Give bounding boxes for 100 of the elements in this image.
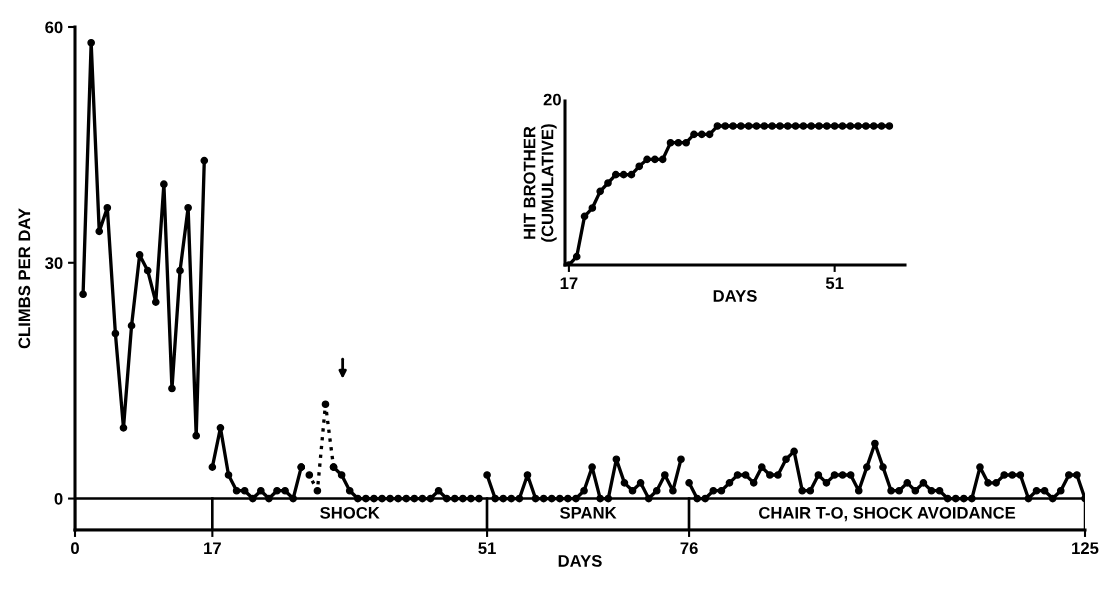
point <box>539 494 548 503</box>
point <box>791 122 800 130</box>
point <box>572 252 581 261</box>
x-tick-label: 51 <box>478 542 496 555</box>
point <box>749 479 758 487</box>
point <box>1056 486 1065 495</box>
point <box>863 463 871 471</box>
point <box>442 494 451 503</box>
point <box>176 266 184 275</box>
point <box>612 455 621 464</box>
point <box>224 471 233 479</box>
point <box>434 486 443 495</box>
x-tick-label: 17 <box>560 277 578 289</box>
point <box>515 494 524 503</box>
point <box>798 486 807 495</box>
point <box>273 486 281 495</box>
point <box>143 266 152 275</box>
point <box>652 486 661 495</box>
point <box>572 494 580 503</box>
point <box>507 494 516 503</box>
point <box>305 471 314 479</box>
point <box>721 122 730 130</box>
point <box>402 494 411 503</box>
point <box>394 494 403 503</box>
point <box>869 122 878 130</box>
point <box>830 122 839 130</box>
point <box>111 329 120 338</box>
point <box>976 463 984 471</box>
x-tick-label: 17 <box>204 542 221 554</box>
point <box>370 494 378 503</box>
point <box>799 122 808 130</box>
point <box>168 384 176 393</box>
point <box>418 494 427 503</box>
y-axis-title: HIT BROTHER (CUMULATIVE) <box>523 124 557 242</box>
point <box>741 471 750 479</box>
point <box>200 156 209 165</box>
point <box>806 486 815 495</box>
point <box>951 494 960 503</box>
band-label: SHOCK <box>320 506 380 519</box>
point <box>790 447 798 456</box>
point <box>1024 494 1033 503</box>
point <box>661 471 669 479</box>
point <box>943 494 952 503</box>
point <box>815 122 823 130</box>
point <box>208 463 217 471</box>
point <box>903 479 912 487</box>
y-tick-label: 60 <box>45 21 63 34</box>
point <box>1073 471 1081 479</box>
point <box>475 494 483 503</box>
point <box>281 486 289 495</box>
point <box>814 471 823 479</box>
point <box>744 122 753 130</box>
point <box>87 38 95 47</box>
point <box>604 494 613 503</box>
point <box>450 494 459 503</box>
point <box>737 122 745 130</box>
point <box>531 494 540 503</box>
point <box>776 122 784 130</box>
point <box>1032 486 1041 495</box>
point <box>483 471 491 479</box>
point <box>846 122 855 130</box>
point <box>725 479 734 487</box>
point <box>410 494 419 503</box>
point <box>1000 471 1009 479</box>
point <box>635 162 644 171</box>
point <box>362 494 370 503</box>
point <box>1016 471 1025 479</box>
point <box>119 424 128 432</box>
point <box>627 170 636 179</box>
point <box>644 494 653 503</box>
point <box>733 471 742 479</box>
point <box>127 321 136 330</box>
point <box>491 494 499 503</box>
point <box>871 439 879 448</box>
point <box>690 130 698 139</box>
x-tick-label: 125 <box>1072 542 1099 555</box>
point <box>232 486 241 495</box>
point <box>596 494 605 503</box>
point <box>337 471 346 479</box>
point <box>685 479 693 487</box>
point <box>935 486 944 495</box>
x-tick-label: 76 <box>680 542 698 555</box>
point <box>774 471 782 479</box>
point <box>523 471 532 479</box>
y-tick-label: 0 <box>54 492 63 505</box>
point <box>459 494 467 503</box>
point <box>620 479 629 487</box>
point <box>79 290 87 299</box>
point <box>887 486 895 495</box>
x-tick-label: 51 <box>825 277 844 290</box>
point <box>636 479 645 487</box>
point <box>1040 486 1049 495</box>
point <box>135 251 144 259</box>
point <box>717 486 726 495</box>
point <box>95 227 104 236</box>
point <box>555 494 564 503</box>
point <box>619 170 628 179</box>
point <box>854 122 862 130</box>
point <box>257 486 265 495</box>
point <box>580 212 589 221</box>
